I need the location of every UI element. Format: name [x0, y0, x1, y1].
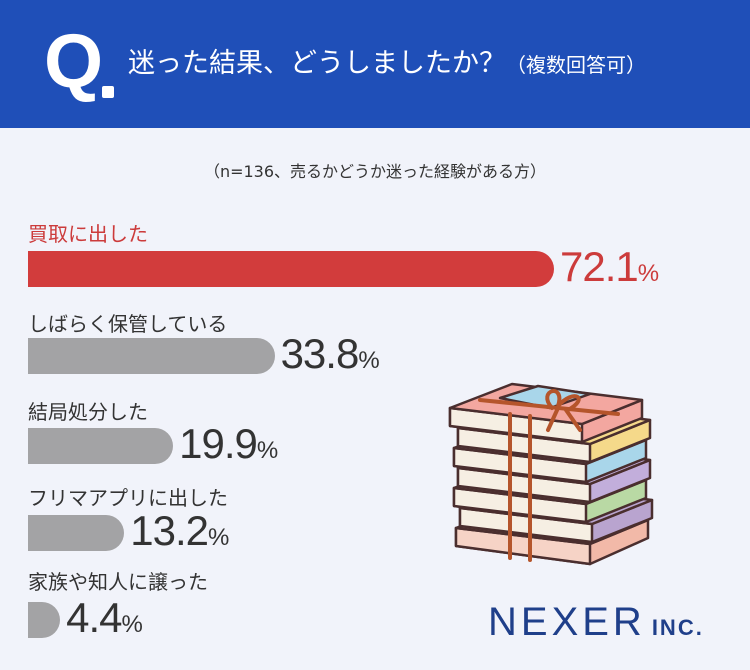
stack-of-books-icon	[448, 382, 654, 566]
value-label: 33.8%	[281, 330, 380, 385]
value-label: 19.9%	[179, 420, 278, 475]
value-unit: %	[256, 437, 279, 464]
category-label: 結局処分した	[28, 400, 148, 424]
category-label: フリマアプリに出した	[28, 486, 228, 510]
bar	[28, 338, 275, 374]
logo-name: NEXER	[488, 600, 646, 644]
value-number: 19.9	[179, 420, 258, 467]
q-dot	[102, 86, 114, 98]
value-unit: %	[208, 524, 230, 551]
value-unit: %	[637, 260, 660, 287]
logo-suffix: INC.	[651, 615, 704, 640]
value-label: 4.4%	[66, 594, 143, 649]
bar	[28, 428, 174, 464]
bar	[28, 251, 554, 287]
category-label: 家族や知人に譲った	[28, 570, 208, 594]
question-text: 迷った結果、どうしましたか？	[128, 48, 506, 79]
value-number: 33.8	[280, 330, 360, 377]
category-label: 買取に出した	[28, 222, 148, 246]
nexer-logo: NEXER INC.	[488, 600, 704, 645]
question-title: 迷った結果、どうしましたか？（複数回答可）	[128, 44, 646, 85]
q-mark: Q	[44, 19, 103, 104]
value-number: 72.1	[560, 243, 639, 290]
value-label: 13.2%	[130, 507, 229, 562]
question-suffix: （複数回答可）	[506, 53, 646, 77]
header-banner: Q 迷った結果、どうしましたか？（複数回答可）	[0, 0, 750, 128]
value-number: 4.4	[66, 594, 122, 641]
bar	[28, 515, 125, 551]
value-number: 13.2	[130, 507, 209, 554]
value-unit: %	[358, 347, 380, 374]
value-label: 72.1%	[560, 243, 659, 298]
value-unit: %	[121, 611, 143, 638]
bar	[28, 602, 61, 638]
category-label: しばらく保管している	[28, 312, 228, 336]
sample-note: （n=136、売るかどうか迷った経験がある方）	[203, 162, 547, 181]
